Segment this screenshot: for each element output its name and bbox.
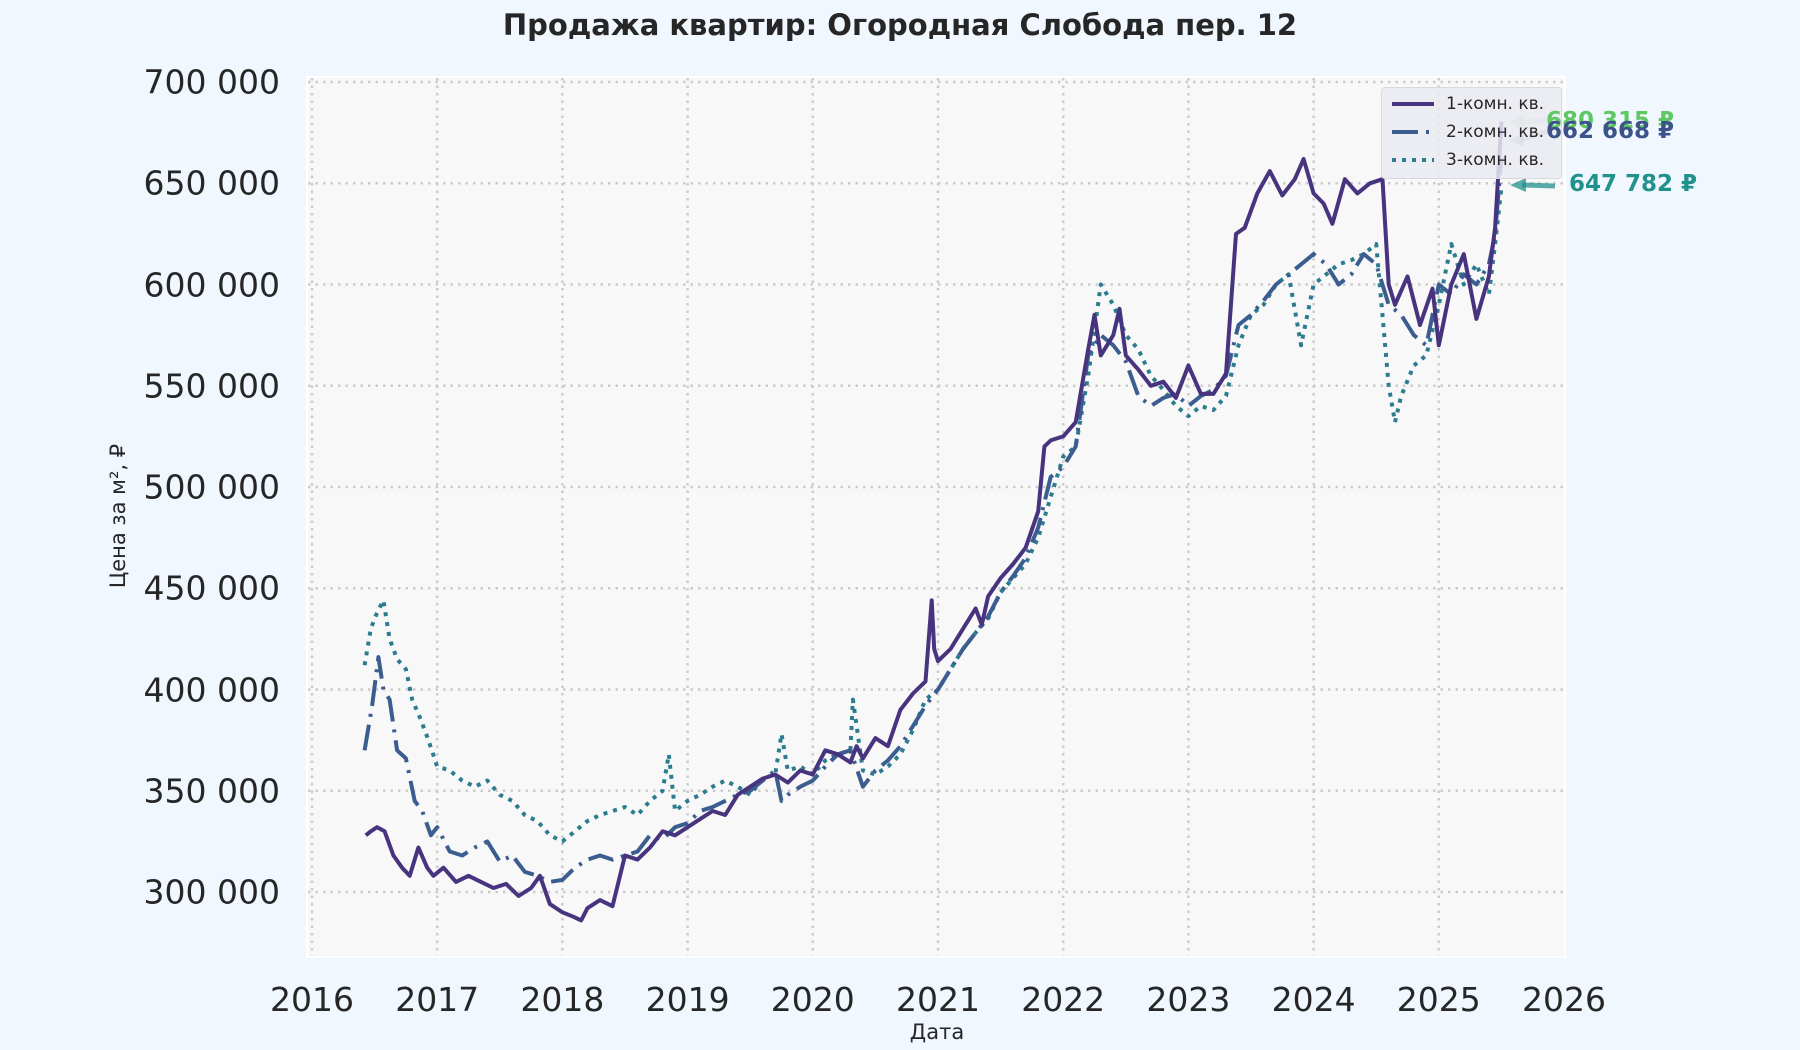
chart-title: Продажа квартир: Огородная Слобода пер. … bbox=[502, 8, 1298, 42]
dotted-line-icon bbox=[1392, 158, 1434, 162]
series-lines bbox=[362, 121, 1504, 923]
legend-item-3room: 3-комн. кв. bbox=[1390, 148, 1544, 172]
series-line-2 bbox=[362, 157, 1504, 884]
y-tick-label: 650 000 bbox=[143, 163, 280, 203]
x-tick-label: 2019 bbox=[645, 980, 730, 1019]
dashdot-line-icon bbox=[1392, 130, 1434, 134]
annotation-3room: 647 782 ₽ bbox=[1569, 171, 1698, 197]
series-line-3 bbox=[362, 187, 1504, 844]
y-tick-label: 350 000 bbox=[143, 771, 280, 811]
y-tick-label: 450 000 bbox=[143, 568, 280, 608]
legend-label: 1-комн. кв. bbox=[1446, 94, 1545, 114]
x-tick-label: 2023 bbox=[1146, 980, 1231, 1019]
y-tick-label: 700 000 bbox=[143, 62, 280, 102]
x-tick-label: 2020 bbox=[770, 980, 855, 1019]
y-axis-label: Цена за м², ₽ bbox=[106, 443, 130, 589]
x-tick-label: 2024 bbox=[1271, 980, 1356, 1019]
series-line-1 bbox=[364, 121, 1504, 923]
y-tick-label: 550 000 bbox=[143, 366, 280, 406]
x-tick-label: 2022 bbox=[1021, 980, 1106, 1019]
x-axis-label: Дата bbox=[909, 1020, 965, 1044]
legend-item-2room: 2-комн. кв. bbox=[1390, 120, 1544, 144]
x-tick-label: 2025 bbox=[1396, 980, 1481, 1019]
solid-line-icon bbox=[1392, 102, 1434, 106]
y-tick-label: 400 000 bbox=[143, 670, 280, 709]
annotation-2room: 662 668 ₽ bbox=[1546, 118, 1675, 144]
legend-label: 2-комн. кв. bbox=[1446, 122, 1545, 142]
y-tick-label: 600 000 bbox=[143, 265, 280, 304]
x-tick-label: 2026 bbox=[1522, 980, 1606, 1019]
x-tick-label: 2021 bbox=[896, 980, 980, 1019]
x-tick-label: 2016 bbox=[270, 980, 354, 1019]
legend-item-1room: 1-комн. кв. bbox=[1390, 92, 1544, 116]
legend-label: 3-комн. кв. bbox=[1446, 150, 1545, 170]
legend: 1-комн. кв. 2-комн. кв. 3-комн. кв. bbox=[1381, 87, 1562, 179]
plot-background bbox=[308, 78, 1564, 956]
y-tick-label: 300 000 bbox=[143, 872, 280, 912]
arrow-icon bbox=[1510, 178, 1526, 192]
y-tick-label: 500 000 bbox=[143, 467, 280, 507]
x-tick-label: 2017 bbox=[395, 980, 480, 1019]
x-tick-label: 2018 bbox=[520, 980, 605, 1019]
annotation-1room: 680 315 ₽ bbox=[1546, 108, 1675, 134]
